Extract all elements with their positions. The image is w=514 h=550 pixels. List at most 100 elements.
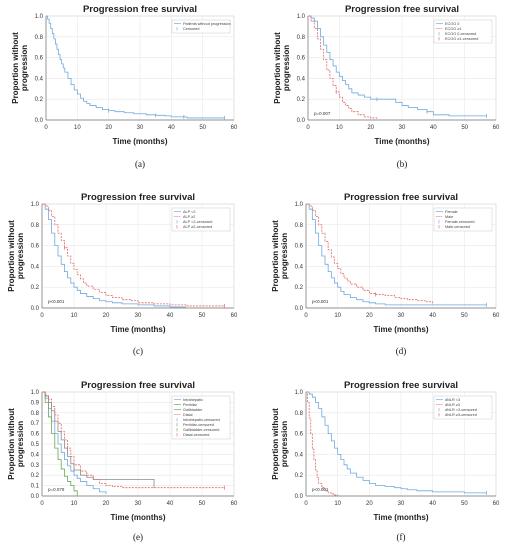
y-tick-label: 0.0: [297, 118, 306, 124]
panel-caption: (e): [133, 532, 143, 542]
x-tick-label: 20: [103, 501, 110, 507]
y-tick-label: 0.8: [35, 35, 44, 41]
x-tick-label: 10: [336, 125, 343, 131]
y-axis-label-line: progression: [16, 233, 25, 279]
y-tick-label: 0.4: [297, 76, 306, 82]
chart-panel-c: 0 10 20 30 40 50 60 0.0 0.2 0.4 0.6 0.8 1.0 Progressi…: [7, 192, 238, 356]
x-tick-label: 10: [334, 313, 341, 319]
y-tick-label: 0.2: [297, 97, 306, 103]
legend-entry: Female-censored: [445, 220, 475, 224]
legend-entry: Male-censored: [445, 225, 470, 229]
legend-box: [171, 395, 231, 440]
x-tick-label: 40: [429, 501, 436, 507]
chart-panel-e: 0 10 20 30 40 50 60 0.0 0.1 0.2 0.3 0.4 0.5 0.6 0.7 0.8…: [7, 380, 238, 542]
legend-box: [171, 19, 231, 34]
y-axis-label-line: progression: [280, 421, 289, 467]
x-tick-label: 20: [367, 125, 374, 131]
y-axis-label: Proportion without progression: [7, 220, 25, 292]
x-tick-label: 50: [199, 501, 206, 507]
y-tick-label: 0.0: [31, 494, 40, 500]
legend-box: [433, 395, 493, 420]
km-curve-1: [42, 391, 155, 488]
km-curve-1: [306, 203, 434, 305]
y-tick-label: 0.6: [297, 56, 306, 62]
x-tick-label: 10: [334, 501, 341, 507]
legend-entry: ECOG ≥1-censored: [445, 37, 478, 41]
chart-title: Progression free survival: [83, 4, 197, 15]
x-tick-label: 30: [137, 125, 144, 131]
legend-entry: Perihilar: [183, 403, 198, 407]
km-curve-0: [42, 203, 186, 308]
x-tick-label: 50: [199, 125, 206, 131]
y-tick-label: 1.0: [35, 14, 44, 20]
y-tick-label: 0.2: [31, 473, 40, 479]
legend-entry: Intrahepatic-censored: [183, 418, 220, 422]
y-tick-label: 0.9: [31, 400, 40, 406]
x-tick-label: 0: [304, 313, 308, 319]
y-tick-label: 0.4: [31, 264, 40, 270]
x-tick-label: 50: [461, 501, 468, 507]
chart-panel-b: 0 10 20 30 40 50 60 0.0 0.2 0.4 0.6 0.8 1.0 Progressi…: [273, 4, 500, 169]
x-tick-label: 40: [167, 313, 174, 319]
legend-entry: Distal: [183, 413, 193, 417]
y-axis-label: Proportion without progression: [271, 408, 289, 480]
x-tick-label: 50: [461, 125, 468, 131]
x-axis-label: Time (months): [111, 513, 166, 522]
chart-panel-a: 0 10 20 30 40 50 60 0.0 0.2 0.4 0.6 0.8 1.0 Progressi…: [11, 4, 238, 169]
y-tick-label: 1.0: [295, 390, 304, 396]
legend-entry: ECOG 0-censored: [445, 32, 476, 36]
chart-title: Progression free survival: [345, 4, 459, 15]
y-axis-label-line: Proportion without: [7, 408, 16, 480]
x-tick-label: 60: [231, 501, 238, 507]
x-tick-label: 30: [398, 501, 405, 507]
p-value-label: p<0.001: [48, 299, 65, 304]
legend-entry: Distal-censored: [183, 433, 209, 437]
x-tick-label: 60: [493, 125, 500, 131]
y-tick-label: 0.2: [295, 285, 304, 291]
p-value-label: p<0.001: [312, 299, 329, 304]
km-curve-0: [42, 391, 107, 494]
p-value-label: p<0.001: [312, 487, 329, 492]
y-tick-label: 0.3: [31, 463, 40, 469]
x-tick-label: 0: [40, 501, 44, 507]
x-tick-label: 30: [135, 501, 142, 507]
y-tick-label: 0.7: [31, 421, 40, 427]
chart-title: Progression free survival: [81, 380, 195, 391]
y-axis-label: Proportion without progression: [273, 32, 291, 104]
y-tick-label: 0.8: [295, 223, 304, 229]
x-tick-label: 10: [71, 501, 78, 507]
km-curve-0: [306, 203, 487, 306]
panel-caption: (a): [135, 159, 145, 169]
y-axis-label: Proportion without progression: [7, 408, 25, 480]
legend-entry: Patients without progression: [183, 22, 231, 26]
chart-title: Progression free survival: [344, 192, 458, 203]
x-tick-label: 30: [135, 313, 142, 319]
y-tick-label: 0.6: [31, 244, 40, 250]
y-tick-label: 0.6: [295, 244, 304, 250]
y-tick-label: 1.0: [295, 202, 304, 208]
legend-entry: Gallbladder-censored: [183, 428, 219, 432]
x-axis-label: Time (months): [111, 325, 166, 334]
legend-entry: Intrahepatic: [183, 398, 203, 402]
x-axis-label: Time (months): [374, 513, 429, 522]
x-tick-label: 50: [461, 313, 468, 319]
y-axis-label-line: Proportion without: [7, 220, 16, 292]
y-axis-label-line: Proportion without: [11, 32, 20, 104]
y-tick-label: 1.0: [31, 390, 40, 396]
legend-entry: dNLR <3: [445, 398, 460, 402]
x-tick-label: 60: [493, 313, 500, 319]
chart-title: Progression free survival: [81, 192, 195, 203]
y-tick-label: 0.4: [31, 452, 40, 458]
km-curve-0: [306, 391, 487, 494]
panel-caption: (c): [133, 346, 143, 356]
x-tick-label: 20: [366, 313, 373, 319]
y-tick-label: 0.8: [31, 223, 40, 229]
y-tick-label: 0.0: [31, 306, 40, 312]
y-axis-label-line: progression: [20, 45, 29, 91]
legend-box: [171, 207, 231, 232]
y-tick-label: 0.4: [295, 264, 304, 270]
x-tick-label: 0: [304, 501, 308, 507]
y-tick-label: 0.8: [295, 411, 304, 417]
x-tick-label: 50: [199, 313, 206, 319]
km-curve-0: [308, 15, 487, 117]
